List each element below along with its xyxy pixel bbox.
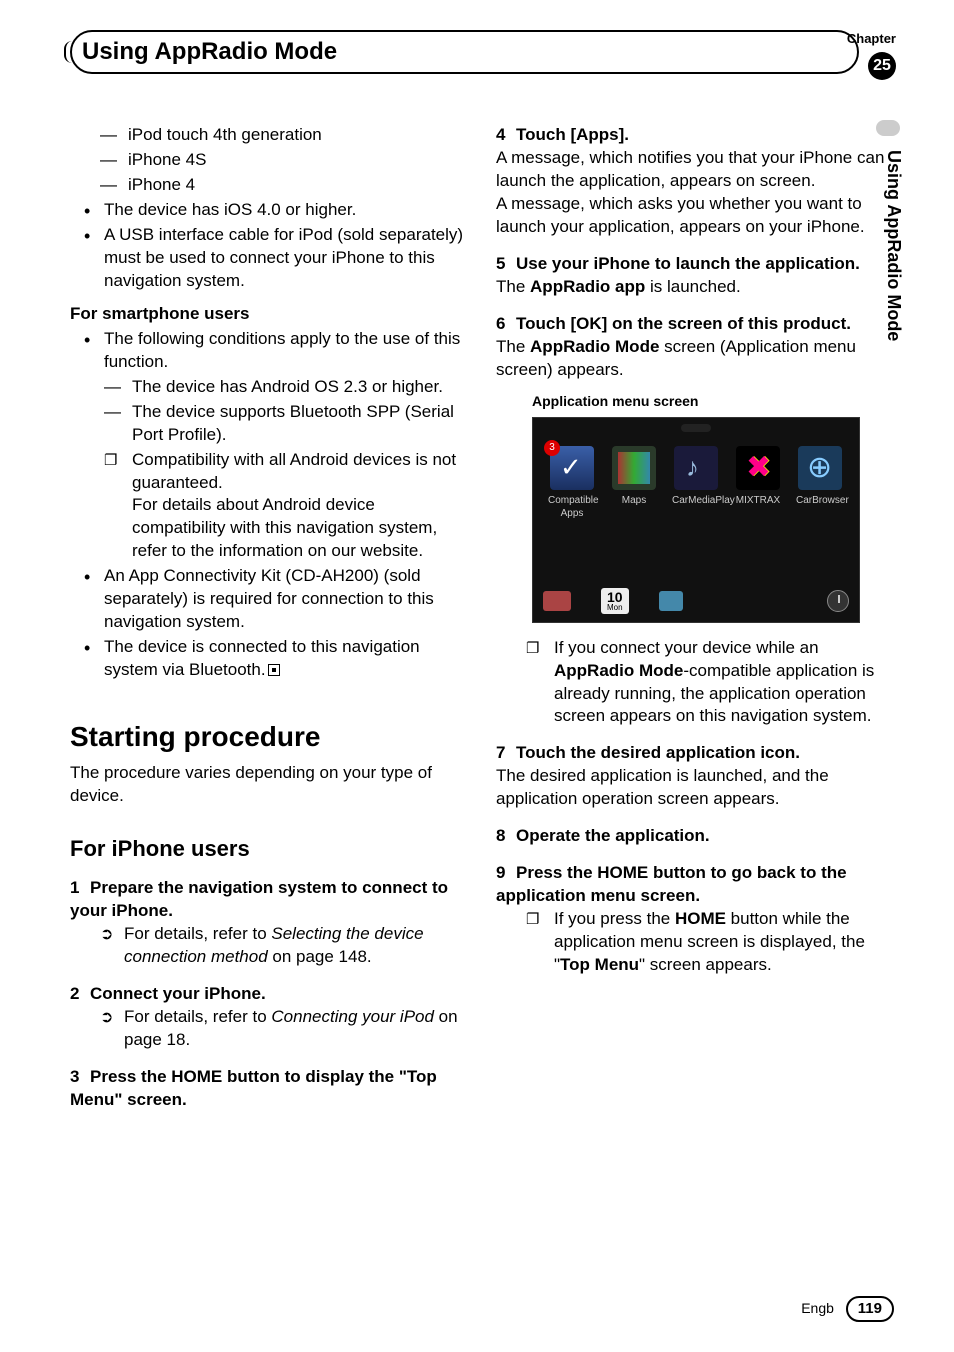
end-section-icon (268, 664, 280, 676)
footer-lang: Engb (801, 1300, 834, 1316)
body-text: The AppRadio Mode screen (Application me… (496, 336, 894, 382)
step-text: Press the HOME button to go back to the … (496, 863, 847, 905)
step-2: 2Connect your iPhone. (70, 983, 468, 1006)
requirement-list: The device has iOS 4.0 or higher. A USB … (70, 199, 468, 293)
note-list: If you press the HOME button while the a… (526, 908, 894, 977)
body-text: The AppRadio app is launched. (496, 276, 894, 299)
app-icon-carmediaplay: CarMediaPlay (672, 446, 720, 521)
note-list: If you connect your device while an AppR… (526, 637, 894, 729)
step-9: 9Press the HOME button to go back to the… (496, 862, 894, 908)
icon-label: MIXTRAX (734, 494, 782, 508)
bottom-icon (659, 591, 683, 611)
list-item: An App Connectivity Kit (CD-AH200) (sold… (70, 565, 468, 634)
section-title: Using AppRadio Mode (70, 30, 859, 74)
list-item: A USB interface cable for iPod (sold sep… (70, 224, 468, 293)
footer-page-number: 119 (846, 1296, 894, 1322)
body-text: The desired application is launched, and… (496, 765, 894, 811)
ref-list: For details, refer to Connecting your iP… (70, 1006, 468, 1052)
device-list: iPod touch 4th generation iPhone 4S iPho… (100, 124, 468, 197)
app-icon-maps: Maps (610, 446, 658, 521)
step-7: 7Touch the desired application icon. (496, 742, 894, 765)
speaker-icon (681, 424, 711, 432)
left-column: iPod touch 4th generation iPhone 4S iPho… (70, 124, 468, 1111)
note-list: Compatibility with all Android devices i… (104, 449, 468, 564)
right-column: 4Touch [Apps]. A message, which notifies… (496, 124, 894, 1111)
app-menu-caption: Application menu screen (532, 392, 894, 411)
app-menu-screenshot: 3 Compatible Apps Maps CarMediaPlay MIXT… (532, 417, 860, 623)
list-item: The device is connected to this navigati… (70, 636, 468, 682)
text: The following conditions apply to the us… (104, 329, 460, 371)
bottom-icon (543, 591, 571, 611)
date-widget: 10 Mon (601, 588, 629, 614)
section-header: Using AppRadio Mode (70, 30, 894, 74)
body-text: A message, which asks you whether you wa… (496, 193, 894, 239)
iphone-users-heading: For iPhone users (70, 834, 468, 864)
note-item: If you connect your device while an AppR… (526, 637, 894, 729)
text: Compatibility with all Android devices i… (132, 450, 456, 492)
icon-label: Maps (610, 494, 658, 508)
list-item: iPhone 4S (100, 149, 468, 172)
step-text: Touch the desired application icon. (516, 743, 800, 762)
step-text: Press the HOME button to display the "To… (70, 1067, 437, 1109)
clock-icon (827, 590, 849, 612)
step-text: Connect your iPhone. (90, 984, 266, 1003)
page-footer: Engb 119 (801, 1296, 894, 1322)
body-text: A message, which notifies you that your … (496, 147, 894, 193)
starting-procedure-heading: Starting procedure (70, 718, 468, 756)
list-item: The device supports Bluetooth SPP (Seria… (104, 401, 468, 447)
note-item: Compatibility with all Android devices i… (104, 449, 468, 564)
step-1: 1Prepare the navigation system to connec… (70, 877, 468, 923)
ref-item: For details, refer to Connecting your iP… (70, 1006, 468, 1052)
starting-intro-text: The procedure varies depending on your t… (70, 762, 468, 808)
step-5: 5Use your iPhone to launch the applicati… (496, 253, 894, 276)
side-tab (876, 120, 900, 136)
step-3: 3Press the HOME button to display the "T… (70, 1066, 468, 1112)
smartphone-list: The following conditions apply to the us… (70, 328, 468, 682)
list-item: The device has Android OS 2.3 or higher. (104, 376, 468, 399)
icon-label: CarMediaPlay (672, 494, 720, 508)
list-item: The device has iOS 4.0 or higher. (70, 199, 468, 222)
step-4: 4Touch [Apps]. (496, 124, 894, 147)
list-item: iPod touch 4th generation (100, 124, 468, 147)
text: The device is connected to this navigati… (104, 637, 420, 679)
list-item: iPhone 4 (100, 174, 468, 197)
list-item: The following conditions apply to the us… (70, 328, 468, 563)
ref-item: For details, refer to Selecting the devi… (70, 923, 468, 969)
step-text: Use your iPhone to launch the applicatio… (516, 254, 860, 273)
badge-icon: 3 (544, 440, 560, 456)
icon-label: CarBrowser (796, 494, 844, 508)
icon-label: Compatible Apps (548, 494, 596, 521)
smartphone-heading: For smartphone users (70, 303, 468, 326)
note-item: If you press the HOME button while the a… (526, 908, 894, 977)
app-icon-carbrowser: CarBrowser (796, 446, 844, 521)
step-8: 8Operate the application. (496, 825, 894, 848)
condition-list: The device has Android OS 2.3 or higher.… (104, 376, 468, 447)
app-icon-mixtrax: MIXTRAX (734, 446, 782, 521)
app-icon-compatible: 3 Compatible Apps (548, 446, 596, 521)
side-section-label: Using AppRadio Mode (882, 150, 906, 341)
step-6: 6Touch [OK] on the screen of this produc… (496, 313, 894, 336)
text: For details about Android device compati… (132, 495, 437, 560)
step-text: Operate the application. (516, 826, 710, 845)
step-text: Touch [OK] on the screen of this product… (516, 314, 851, 333)
step-text: Prepare the navigation system to connect… (70, 878, 448, 920)
ref-list: For details, refer to Selecting the devi… (70, 923, 468, 969)
step-text: Touch [Apps]. (516, 125, 629, 144)
